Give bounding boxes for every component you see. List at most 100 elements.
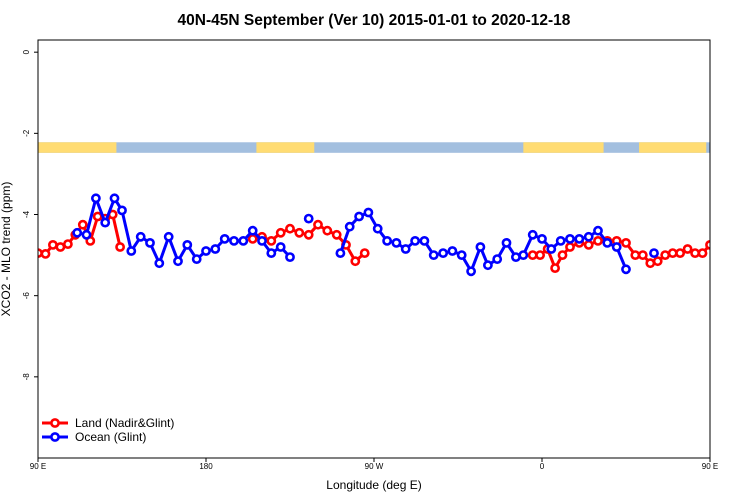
y-tick-label: -2 <box>22 129 31 137</box>
land-point <box>652 256 663 267</box>
land-point <box>48 239 58 250</box>
ocean-point <box>81 229 92 240</box>
legend-item-ocean: Ocean (Glint) <box>42 430 146 444</box>
legend-swatch-marker <box>50 432 60 442</box>
legend: Land (Nadir&Glint)Ocean (Glint) <box>42 416 174 444</box>
land-point <box>550 263 560 273</box>
ocean-point <box>191 254 202 264</box>
land-point <box>682 244 693 254</box>
ocean-point <box>238 235 249 246</box>
ocean-point <box>285 252 295 262</box>
land-point <box>630 250 641 260</box>
y-axis-label: XCO2 - MLO trend (ppm) <box>0 182 13 317</box>
ocean-point <box>456 250 467 260</box>
ocean-point <box>602 237 613 248</box>
land-point <box>660 250 671 260</box>
legend-label: Land (Nadir&Glint) <box>75 416 174 430</box>
legend-label: Ocean (Glint) <box>75 430 146 444</box>
land-point <box>294 227 305 238</box>
ocean-point <box>410 235 420 246</box>
ocean-point <box>428 250 439 260</box>
land-point <box>535 250 545 260</box>
land-point <box>322 225 333 236</box>
land-point <box>247 233 258 244</box>
ocean-point <box>649 248 659 258</box>
x-axis-label: Longitude (deg E) <box>326 478 421 492</box>
ocean-series <box>72 193 750 277</box>
ocean-point <box>210 244 221 254</box>
land-strip-segment <box>639 142 707 153</box>
ocean-point <box>247 225 258 236</box>
land-point <box>331 229 342 240</box>
land-strip-segment <box>38 142 117 153</box>
ocean-point <box>145 237 155 248</box>
land-point <box>359 248 370 258</box>
land-point <box>115 242 125 252</box>
y-tick-label: -4 <box>22 210 31 218</box>
ocean-point <box>163 231 174 242</box>
land-point <box>266 235 277 246</box>
ocean-series-line <box>76 196 292 265</box>
ocean-point <box>126 246 137 256</box>
x-tick-label: 90 W <box>365 462 384 471</box>
land-point <box>285 223 295 234</box>
ocean-point <box>182 239 193 250</box>
land-point <box>705 240 710 250</box>
ocean-point <box>611 242 622 252</box>
land-series <box>38 209 743 273</box>
ocean-point <box>275 242 286 252</box>
plot-frame <box>37 39 711 459</box>
land-point <box>63 239 73 249</box>
ocean-point <box>91 193 101 204</box>
y-tick-label: -6 <box>22 292 31 300</box>
land-point <box>637 250 648 260</box>
ocean-point <box>565 233 575 244</box>
ocean-strip <box>38 142 710 153</box>
x-tick-label: 90 E <box>30 462 46 471</box>
ocean-point <box>744 229 750 236</box>
ocean-point <box>466 266 476 277</box>
x-axis: 90 E 180 90 W 0 90 E <box>30 458 718 471</box>
ocean-point <box>382 235 392 246</box>
ocean-point <box>335 248 346 258</box>
ocean-point <box>391 237 402 248</box>
ocean-point <box>372 223 383 234</box>
ocean-point <box>363 207 374 218</box>
ocean-point <box>518 250 529 260</box>
land-strip-segment <box>523 142 604 153</box>
ocean-point <box>109 193 120 204</box>
ocean-point <box>447 246 458 256</box>
land-point <box>313 219 323 230</box>
ocean-point <box>266 248 277 258</box>
ocean-point <box>546 244 557 254</box>
land-point <box>557 250 568 260</box>
land-point <box>583 239 594 250</box>
series-layer <box>38 193 750 277</box>
land-point <box>55 242 66 252</box>
land-point <box>303 229 314 240</box>
land-point <box>593 235 603 246</box>
surface-strip <box>38 142 710 153</box>
ocean-point <box>354 211 364 222</box>
ocean-point <box>475 242 486 252</box>
legend-swatch-marker <box>50 418 60 428</box>
ocean-point <box>501 237 512 248</box>
land-point <box>77 219 88 230</box>
ocean-point <box>555 235 566 246</box>
land-point <box>675 248 685 258</box>
legend-item-land: Land (Nadir&Glint) <box>42 416 174 430</box>
ocean-point <box>229 235 239 246</box>
y-tick-label: 0 <box>22 49 31 54</box>
ocean-point <box>593 225 603 236</box>
ocean-point <box>100 217 111 228</box>
land-point <box>736 221 743 228</box>
y-tick-label: -8 <box>22 373 31 381</box>
ocean-point <box>492 254 503 264</box>
ocean-point <box>154 258 165 269</box>
x-tick-label: 180 <box>199 462 213 471</box>
ocean-point <box>511 252 521 262</box>
ocean-point <box>583 231 594 242</box>
ocean-point <box>135 231 146 242</box>
land-point <box>697 248 708 258</box>
